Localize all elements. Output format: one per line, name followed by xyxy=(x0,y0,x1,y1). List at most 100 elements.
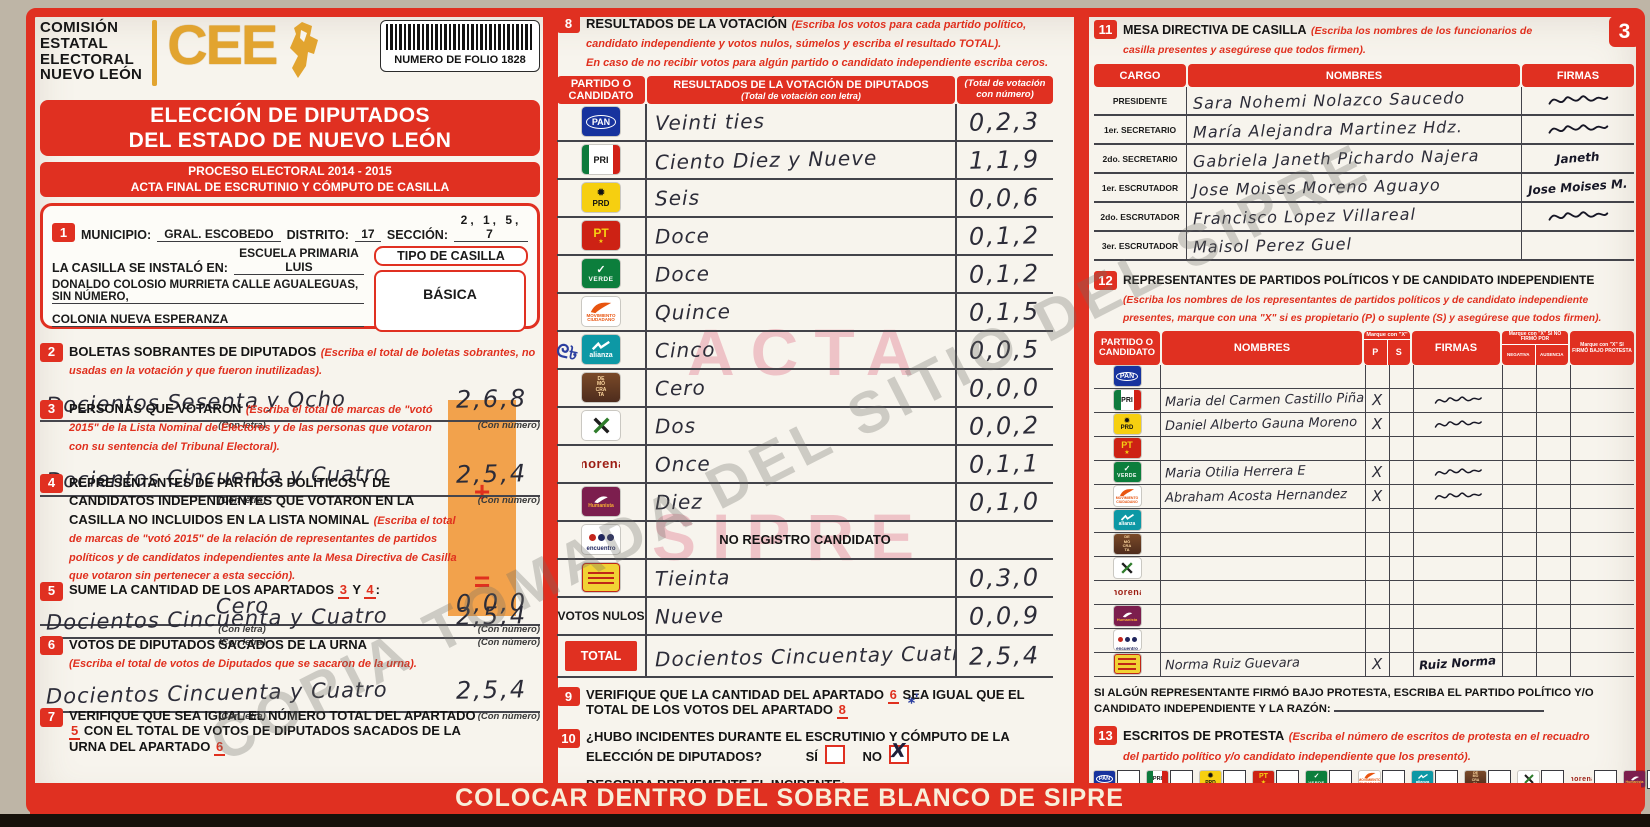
votes-row: ✓ VERDE Doce 0,1,2 xyxy=(557,255,1053,294)
votes-letra-value: Dos xyxy=(654,413,697,439)
official-nombre-value: Gabriela Janeth Pichardo Najera xyxy=(1192,146,1480,172)
official-nombre: Francisco Lopez Villareal xyxy=(1187,203,1521,230)
rep-ausencia-cell xyxy=(1537,532,1571,556)
rep-ausencia-cell xyxy=(1537,364,1571,388)
votes-numero-value: 1,1,9 xyxy=(969,145,1041,175)
rep-party xyxy=(1094,652,1161,676)
rep-suplente-mark xyxy=(1390,628,1414,652)
suma-numero: 2,5,4 (Con número) xyxy=(444,601,540,648)
votes-letra-value: Ciento Diez y Nueve xyxy=(654,145,878,175)
section-3-badge: 3 xyxy=(40,400,63,419)
propietario-x: X xyxy=(1371,414,1384,434)
rep-propietario-mark: X xyxy=(1366,388,1390,412)
votes-row: PRI Ciento Diez y Nueve 1,1,9 xyxy=(557,141,1053,180)
rep-firma xyxy=(1414,460,1503,484)
rep-negativa-cell xyxy=(1503,532,1537,556)
rep-firma xyxy=(1414,412,1503,436)
section-10-badge: 10 xyxy=(557,729,580,749)
lugar-line-3: COLONIA NUEVA ESPERANZA xyxy=(52,312,364,327)
personas-votaron-letra: Docientos Cincuenta y Cuatro (Con letra) xyxy=(40,462,444,506)
votes-row: ✹ PRD Seis 0,0,6 xyxy=(557,179,1053,218)
rep-firma xyxy=(1414,364,1503,388)
rep-propietario-mark xyxy=(1366,364,1390,388)
propietario-x: X xyxy=(1371,654,1384,674)
signature-scribble xyxy=(1548,95,1609,105)
rep-ausencia-cell xyxy=(1537,556,1571,580)
section-7-verificacion: 7 VERIFIQUE QUE SEA IGUAL EL NÚMERO TOTA… xyxy=(40,708,540,756)
votes-table: PARTIDO O CANDIDATO RESULTADOS DE LA VOT… xyxy=(557,75,1053,678)
si-checkbox xyxy=(824,744,845,764)
votes-row-party: alianza xyxy=(557,331,647,368)
votes-row-party: ✹ PRD xyxy=(557,179,647,216)
rep-party: MOVIMIENTO CIUDADANO xyxy=(1094,484,1161,508)
equals-icon: = xyxy=(473,566,491,597)
official-firma xyxy=(1521,116,1634,144)
rep-protesta-cell xyxy=(1571,557,1634,580)
section-9-verificacion: 9 VERIFIQUE QUE LA CANTIDAD DEL APARTADO… xyxy=(557,686,1053,720)
votes-numero-value: 0,1,2 xyxy=(969,221,1041,251)
official-nombre: María Alejandra Martinez Hdz. xyxy=(1187,116,1521,143)
votes-row: VOTOS NULOS Nueve 0,0,9 xyxy=(557,597,1053,636)
rep-protesta-cell xyxy=(1571,485,1634,508)
votes-numero-cell: 0,2,3 xyxy=(955,103,1053,140)
section-12-header: 12 REPRESENTANTES DE PARTIDOS POLÍTICOS … xyxy=(1094,271,1634,326)
middle-column: ACTA SIPRE 8 RESULTADOS DE LA VOTACIÓN (… xyxy=(557,14,1053,827)
rep-ausencia-cell xyxy=(1537,388,1571,412)
rep-nombre xyxy=(1161,556,1366,580)
rep-party: alianza xyxy=(1094,508,1161,532)
rep-ausencia-cell xyxy=(1537,628,1571,652)
votes-numero-cell: 0,0,6 xyxy=(955,179,1053,216)
votes-letra-value: Diez xyxy=(654,489,704,515)
votes-numero-cell: 0,0,9 xyxy=(955,597,1053,634)
rep-ausencia-cell xyxy=(1537,412,1571,436)
signature-scribble xyxy=(1434,467,1482,476)
rep-negativa-cell xyxy=(1503,412,1537,436)
humanista-logo: Humanista xyxy=(582,487,620,517)
bottom-banner: COLOCAR DENTRO DEL SOBRE BLANCO DE SIPRE xyxy=(30,783,1641,814)
votes-row-party: VOTOS NULOS xyxy=(557,597,647,634)
no-checkbox-mark: X xyxy=(890,739,907,762)
rep-propietario-mark xyxy=(1366,604,1390,628)
votos-nulos-label: VOTOS NULOS xyxy=(557,608,645,623)
mc-logo: MOVIMIENTO CIUDADANO xyxy=(582,297,620,327)
signature-scribble xyxy=(1434,491,1482,500)
rep-negativa-cell xyxy=(1503,436,1537,460)
votes-letra-value: Quince xyxy=(654,298,732,325)
votes-row: Tieinta 0,3,0 xyxy=(557,559,1053,598)
votes-letra-cell: Dos xyxy=(647,408,955,444)
rep-propietario-mark: X xyxy=(1366,412,1390,436)
signature-text: Janeth xyxy=(1555,149,1601,167)
votes-row-party: MOVIMIENTO CIUDADANO xyxy=(557,293,647,330)
rep-party: PT ★ xyxy=(1094,436,1161,460)
official-firma: Janeth xyxy=(1521,145,1634,173)
column-divider xyxy=(1074,8,1089,784)
pt-logo: PT★ xyxy=(582,221,620,251)
rep-firma xyxy=(1414,580,1503,604)
rep-nombre xyxy=(1161,628,1366,652)
rep-row xyxy=(1094,556,1634,581)
rep-firma xyxy=(1414,628,1503,652)
votes-letra-cell: Doce xyxy=(647,256,955,292)
rep-suplente-mark xyxy=(1390,484,1414,508)
personas-votaron-numero: 2,5,4 (Con número) xyxy=(444,459,540,506)
rep-suplente-mark xyxy=(1390,388,1414,412)
official-nombre: Gabriela Janeth Pichardo Najera xyxy=(1187,145,1521,172)
votos-urna-letra: Docientos Cincuenta y Cuatro (Con letra) xyxy=(40,677,444,722)
rep-protesta-cell xyxy=(1571,389,1634,412)
rep-protesta-cell xyxy=(1571,605,1634,628)
rep-suplente-mark xyxy=(1390,436,1414,460)
rep-row: MOVIMIENTO CIUDADANO Abraham Acosta Herna… xyxy=(1094,484,1634,509)
section-12-badge: 12 xyxy=(1094,271,1117,291)
cruzada-logo xyxy=(582,411,620,441)
votos-urna-numero: 2,5,4 (Con número) xyxy=(444,675,540,722)
folio-block: NUMERO DE FOLIO 1828 xyxy=(380,20,540,72)
votes-letra-cell: Veinti ties xyxy=(647,104,955,140)
acta-watermark: ACTA xyxy=(687,315,930,389)
votes-letra-cell: Doce xyxy=(647,218,955,254)
official-cargo: 3er. ESCRUTADOR xyxy=(1094,232,1187,260)
rep-propietario-mark xyxy=(1366,532,1390,556)
rep-suplente-mark xyxy=(1390,364,1414,388)
column-divider xyxy=(543,8,558,784)
morena-logo: morena xyxy=(582,456,620,472)
